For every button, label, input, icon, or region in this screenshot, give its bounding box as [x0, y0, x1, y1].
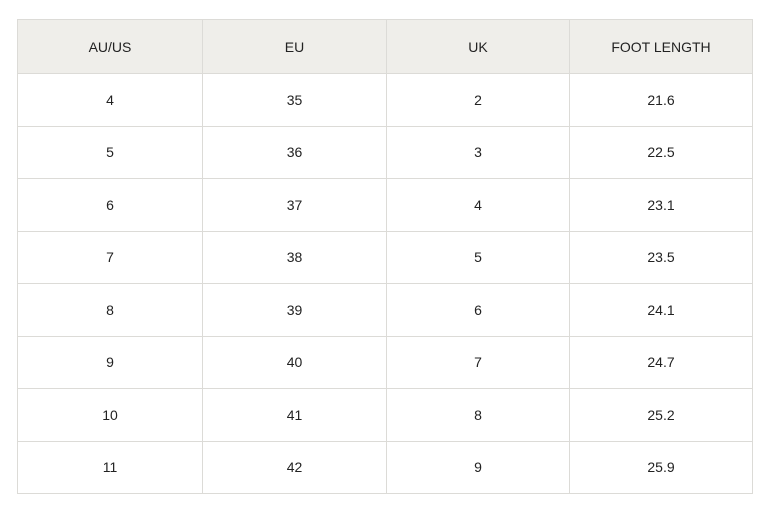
table-cell: 9 [17, 335, 203, 389]
table-cell: 6 [386, 283, 570, 337]
table-cell: 10 [17, 388, 203, 442]
table-cell: 9 [386, 440, 570, 494]
table-cell: 25.2 [569, 388, 753, 442]
table-cell: 41 [202, 388, 387, 442]
table-cell: 24.1 [569, 283, 753, 337]
table-cell: 5 [17, 125, 203, 179]
size-table: AU/US EU UK FOOT LENGTH 4 35 2 21.6 5 36 3 22.5 6 37… [17, 19, 753, 494]
table-cell: 3 [386, 125, 570, 179]
column-header: AU/US [17, 19, 203, 74]
table-row: 4 35 2 21.6 [17, 73, 753, 127]
table-cell: 5 [386, 230, 570, 284]
table-head: AU/US EU UK FOOT LENGTH [17, 19, 753, 74]
table-cell: 25.9 [569, 440, 753, 494]
table-row: 9 40 7 24.7 [17, 335, 753, 389]
table-row: 8 39 6 24.1 [17, 283, 753, 337]
column-header: UK [386, 19, 570, 74]
table-row: 5 36 3 22.5 [17, 125, 753, 179]
table-cell: 37 [202, 178, 387, 232]
table-cell: 6 [17, 178, 203, 232]
table-cell: 8 [17, 283, 203, 337]
table-cell: 36 [202, 125, 387, 179]
table-cell: 7 [386, 335, 570, 389]
table-row: 10 41 8 25.2 [17, 388, 753, 442]
table-row: 6 37 4 23.1 [17, 178, 753, 232]
table-cell: 23.5 [569, 230, 753, 284]
header-row: AU/US EU UK FOOT LENGTH [17, 19, 753, 74]
column-header: FOOT LENGTH [569, 19, 753, 74]
table-cell: 38 [202, 230, 387, 284]
table-cell: 42 [202, 440, 387, 494]
table-cell: 35 [202, 73, 387, 127]
size-chart: AU/US EU UK FOOT LENGTH 4 35 2 21.6 5 36 3 22.5 6 37… [17, 19, 753, 494]
table-cell: 4 [386, 178, 570, 232]
table-cell: 40 [202, 335, 387, 389]
table-body: 4 35 2 21.6 5 36 3 22.5 6 37 4 23.1 7 38 5 23.5 8 39 6 24.1… [17, 73, 753, 494]
table-cell: 8 [386, 388, 570, 442]
table-row: 11 42 9 25.9 [17, 440, 753, 494]
table-cell: 22.5 [569, 125, 753, 179]
column-header: EU [202, 19, 387, 74]
table-cell: 2 [386, 73, 570, 127]
table-cell: 23.1 [569, 178, 753, 232]
table-cell: 21.6 [569, 73, 753, 127]
table-cell: 24.7 [569, 335, 753, 389]
table-cell: 4 [17, 73, 203, 127]
table-cell: 11 [17, 440, 203, 494]
table-row: 7 38 5 23.5 [17, 230, 753, 284]
table-cell: 7 [17, 230, 203, 284]
table-cell: 39 [202, 283, 387, 337]
